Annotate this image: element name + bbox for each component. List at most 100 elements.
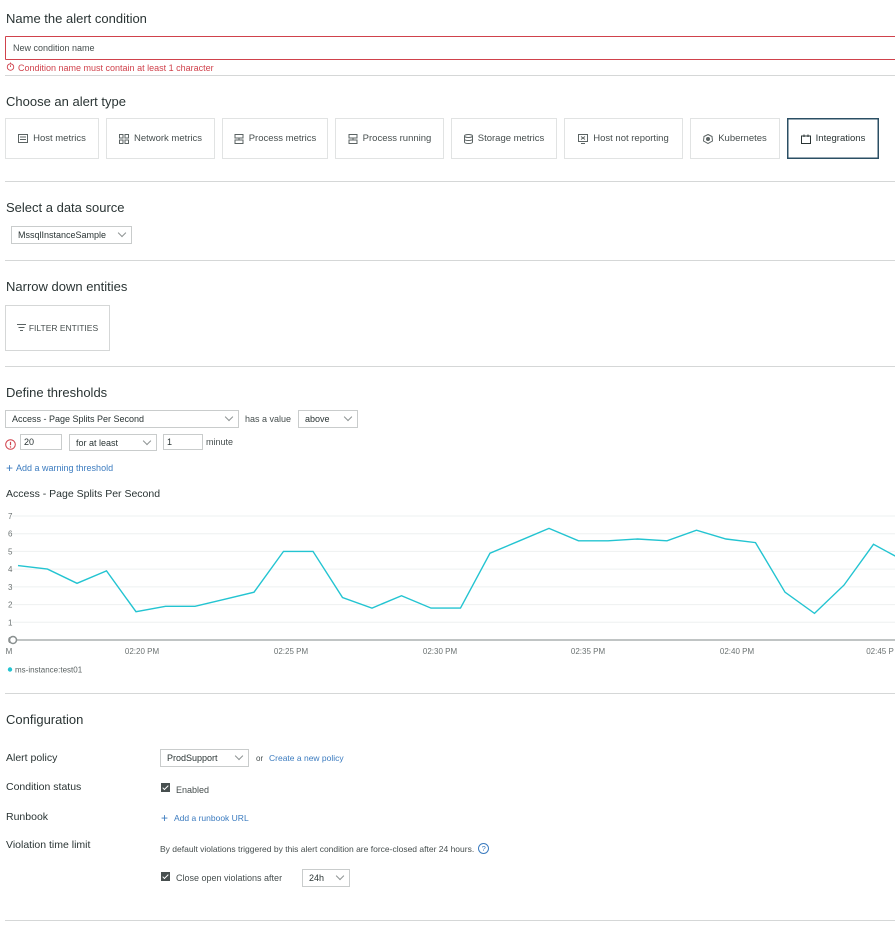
alert-policy-label: Alert policy (6, 752, 58, 764)
add-runbook-label: Add a runbook URL (174, 813, 249, 823)
alert-type-network-metrics[interactable]: Network metrics (106, 118, 215, 159)
critical-threshold-input[interactable] (20, 434, 62, 450)
alert-type-options: Host metrics Network metrics Process met… (5, 118, 879, 159)
violation-time-limit-label: Violation time limit (6, 839, 91, 851)
or-text: or (256, 754, 264, 763)
name-error-text: Condition name must contain at least 1 c… (18, 62, 214, 73)
divider (5, 75, 895, 76)
legend-dot (7, 667, 13, 672)
add-warning-label: Add a warning threshold (16, 463, 114, 473)
violation-description-text: By default violations triggered by this … (160, 843, 475, 854)
condition-status-label: Condition status (6, 781, 82, 793)
alert-type-label: Network metrics (133, 133, 203, 144)
chart-x-tick-label: 02:25 PM (274, 647, 309, 656)
chart-y-ticks: 01234567 (8, 512, 13, 645)
section-title-configuration: Configuration (6, 712, 84, 727)
chart-grid (12, 515, 895, 641)
chart-x-tick-label: 02:30 PM (423, 647, 458, 656)
alert-type-label: Process metrics (248, 133, 317, 144)
alert-type-storage-metrics[interactable]: Storage metrics (451, 118, 557, 159)
alert-type-host-not-reporting[interactable]: Host not reporting (564, 118, 683, 159)
comparison-select[interactable]: above (298, 410, 358, 428)
divider (5, 693, 895, 694)
host-metrics-icon (18, 134, 29, 143)
kubernetes-icon (703, 133, 714, 144)
data-source-value: MssqlInstanceSample (18, 230, 107, 240)
alert-type-process-running[interactable]: Process running (335, 118, 444, 159)
divider (5, 260, 895, 261)
plus-icon: + (6, 460, 14, 475)
runbook-label: Runbook (6, 811, 49, 823)
alert-type-label: Kubernetes (718, 133, 767, 144)
chart-y-tick-label: 4 (8, 565, 13, 574)
close-after-select[interactable]: 24h (302, 869, 350, 887)
process-running-icon (348, 133, 358, 144)
condition-name-input[interactable] (5, 36, 895, 60)
alert-type-integrations[interactable]: Integrations (787, 118, 879, 159)
violation-description: By default violations triggered by this … (160, 843, 490, 854)
close-violations-label: Close open violations after (176, 873, 283, 883)
chart-x-tick-label: M (6, 647, 13, 656)
alert-type-label: Integrations (815, 133, 866, 144)
divider (5, 366, 895, 367)
chart-series-line (17, 527, 895, 615)
duration-value-input[interactable] (163, 434, 203, 450)
section-title-alert-type: Choose an alert type (6, 94, 126, 109)
chevron-down-icon (142, 436, 152, 445)
create-new-policy-link[interactable]: Create a new policy (269, 753, 344, 763)
alert-policy-select[interactable]: ProdSupport (160, 749, 249, 767)
integrations-icon (800, 134, 811, 144)
duration-mode-value: for at least (76, 437, 119, 448)
chevron-down-icon (234, 751, 244, 761)
chart-y-tick-label: 3 (8, 583, 13, 592)
chart-y-tick-label: 6 (8, 530, 13, 539)
host-not-reporting-icon (578, 133, 589, 144)
section-title-thresholds: Define thresholds (6, 385, 108, 400)
section-title-entities: Narrow down entities (6, 279, 128, 294)
filter-entities-label: FILTER ENTITIES (28, 323, 99, 333)
chart-title: Access - Page Splits Per Second (6, 488, 161, 500)
alert-type-label: Host metrics (33, 133, 86, 144)
chart-scrubber-handle[interactable] (8, 635, 18, 645)
plus-icon: + (161, 810, 169, 825)
metric-select[interactable]: Access - Page Splits Per Second (5, 410, 239, 428)
chart-x-ticks: M 02:20 PM 02:25 PM 02:30 PM 02:35 PM 02:40 P… (6, 647, 894, 656)
add-warning-threshold-link[interactable]: + Add a warning threshold (6, 460, 114, 475)
chart-x-tick-label: 02:20 PM (125, 647, 160, 656)
alert-type-kubernetes[interactable]: Kubernetes (690, 118, 780, 159)
metric-value: Access - Page Splits Per Second (12, 414, 145, 424)
add-runbook-url-link[interactable]: + Add a runbook URL (161, 810, 249, 825)
filter-entities-button[interactable]: FILTER ENTITIES (5, 305, 110, 351)
chart-y-tick-label: 1 (8, 618, 13, 627)
divider (5, 181, 895, 182)
filter-icon (16, 323, 26, 333)
chart-y-tick-label: 7 (8, 512, 13, 521)
legend-label: ms-instance:test01 (15, 666, 83, 675)
process-icon (234, 133, 244, 144)
alert-type-process-metrics[interactable]: Process metrics (222, 118, 328, 159)
enabled-checkbox[interactable] (161, 783, 170, 792)
alert-type-label: Storage metrics (477, 133, 545, 144)
divider (5, 920, 895, 921)
chevron-down-icon (343, 412, 353, 422)
help-icon[interactable]: ? (478, 843, 490, 854)
network-icon (118, 133, 129, 144)
chart-x-tick-label: 02:45 P (866, 647, 894, 656)
close-violations-checkbox[interactable] (161, 872, 170, 881)
chart-y-tick-label: 2 (8, 601, 13, 610)
has-value-label: has a value (245, 414, 292, 424)
data-source-select[interactable]: MssqlInstanceSample (11, 226, 132, 244)
alert-type-label: Process running (362, 133, 432, 144)
name-error-message: Condition name must contain at least 1 c… (6, 62, 214, 73)
alert-type-label: Host not reporting (593, 133, 669, 144)
duration-mode-select[interactable]: for at least (69, 434, 157, 451)
chevron-down-icon (335, 871, 345, 881)
critical-icon (5, 437, 16, 455)
stopwatch-icon (6, 62, 15, 73)
duration-unit-label: minute (206, 437, 234, 447)
storage-icon (463, 133, 473, 144)
alert-type-host-metrics[interactable]: Host metrics (5, 118, 99, 159)
chart-x-tick-label: 02:40 PM (720, 647, 755, 656)
chart-x-tick-label: 02:35 PM (571, 647, 606, 656)
comparison-value: above (305, 414, 330, 424)
